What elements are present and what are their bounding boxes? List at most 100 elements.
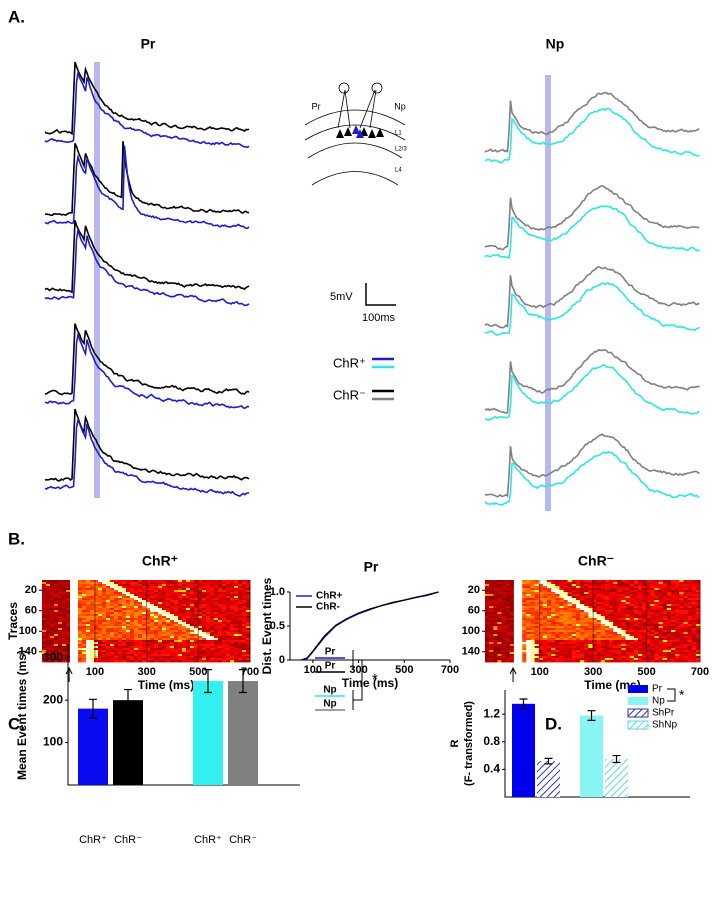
heat-cell: [190, 656, 195, 659]
heat-cell: [596, 646, 602, 649]
heat-cell: [74, 642, 79, 645]
heat-cell: [246, 598, 251, 601]
heat-cell: [198, 660, 203, 663]
heat-cell: [118, 596, 123, 599]
heat-cell: [513, 630, 519, 633]
heat-cell: [126, 650, 131, 653]
heat-cell: [509, 618, 515, 621]
heat-cell: [154, 582, 159, 585]
heat-cell: [580, 644, 585, 647]
heat-cell: [658, 644, 664, 647]
heat-cell: [691, 650, 697, 653]
heat-cell: [98, 588, 103, 591]
heat-cell: [675, 594, 680, 597]
heat-cell: [186, 616, 191, 619]
heat-cell: [110, 602, 115, 605]
heat-cell: [625, 638, 631, 641]
heat-cell: [186, 626, 191, 629]
heat-cell: [110, 582, 115, 585]
heat-cell: [130, 610, 135, 613]
heat-cell: [90, 610, 95, 613]
heat-cell: [102, 586, 107, 589]
heat-cell: [559, 596, 564, 599]
heat-cell: [567, 626, 573, 629]
heat-cell: [654, 632, 659, 635]
heat-cell: [62, 618, 67, 621]
heat-cell: [497, 590, 502, 593]
heat-cell: [106, 658, 111, 661]
heat-cell: [194, 660, 199, 663]
legend-label: ShPr: [652, 708, 675, 719]
heat-cell: [186, 644, 191, 647]
heat-cell: [571, 584, 577, 587]
heat-cell: [509, 648, 515, 651]
heat-cell: [126, 632, 131, 635]
heat-cell: [505, 630, 511, 633]
heat-cell: [559, 588, 564, 591]
heat-cell: [671, 608, 676, 611]
heat-cell: [691, 594, 697, 597]
heat-cell: [182, 590, 187, 593]
heat-cell: [118, 660, 123, 663]
heat-cell: [691, 606, 697, 609]
heat-cell: [691, 618, 697, 621]
heat-cell: [226, 616, 231, 619]
heat-cell: [134, 618, 139, 621]
x-tick-label: 100: [86, 666, 104, 678]
heat-cell: [86, 636, 91, 639]
trace: [484, 205, 700, 260]
heat-cell: [194, 590, 199, 593]
heat-cell: [170, 586, 175, 589]
trace: [484, 348, 700, 414]
heat-cell: [509, 612, 515, 615]
heat-cell: [629, 652, 635, 655]
heat-cell: [617, 636, 622, 639]
heat-cell: [186, 592, 191, 595]
heat-cell: [513, 640, 519, 643]
heat-cell: [138, 626, 143, 629]
heat-cell: [497, 614, 502, 617]
heat-cell: [242, 642, 247, 645]
heat-cell: [489, 660, 494, 663]
heat-cell: [485, 622, 490, 625]
heat-cell: [114, 644, 119, 647]
heat-cell: [600, 654, 606, 657]
heat-cell: [146, 584, 151, 587]
heat-cell: [106, 626, 111, 629]
heat-cell: [683, 606, 688, 609]
heat-cell: [563, 582, 569, 585]
heat-cell: [650, 592, 655, 595]
heat-cell: [650, 634, 655, 637]
heat-cell: [576, 618, 581, 621]
heat-cell: [671, 594, 676, 597]
heat-cell: [576, 586, 581, 589]
heat-cell: [505, 644, 511, 647]
heat-cell: [522, 582, 527, 585]
heat-cell: [54, 620, 59, 623]
heat-cell: [671, 626, 676, 629]
heat-cell: [617, 602, 622, 605]
heat-cell: [609, 648, 614, 651]
heat-cell: [604, 616, 610, 619]
heat-cell: [242, 624, 247, 627]
legend-label: Np: [652, 696, 665, 707]
heat-cell: [114, 636, 119, 639]
heat-cell: [170, 588, 175, 591]
heat-cell: [559, 580, 564, 583]
heat-cell: [613, 644, 618, 647]
heat-cell: [90, 608, 95, 611]
heat-cell: [522, 652, 527, 655]
heat-cell: [563, 654, 569, 657]
heat-cell: [202, 616, 207, 619]
heat-cell: [62, 650, 67, 653]
heat-cell: [625, 620, 631, 623]
x-tick-label: 700: [241, 666, 259, 678]
heat-cell: [675, 654, 680, 657]
heat-cell: [238, 582, 243, 585]
heat-cell: [600, 660, 606, 663]
heat-cell: [505, 624, 511, 627]
heat-cell: [584, 646, 589, 649]
heat-cell: [675, 616, 680, 619]
heat-cell: [613, 608, 618, 611]
heat-cell: [246, 638, 251, 641]
